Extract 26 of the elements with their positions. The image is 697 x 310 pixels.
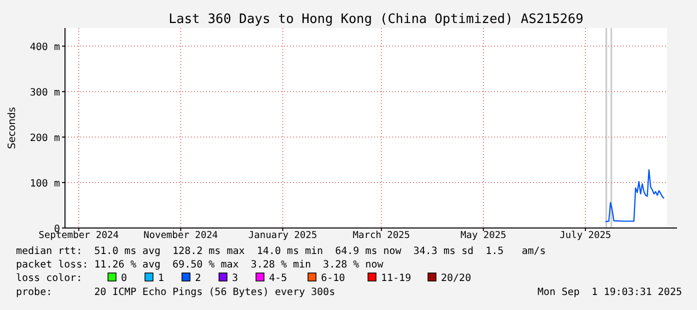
y-tick-label: 400 m — [30, 42, 60, 54]
line-series — [604, 169, 665, 222]
legend-title: loss color: — [16, 273, 82, 284]
legend-label: 3 — [232, 273, 238, 284]
legend-label: 6-10 — [321, 273, 346, 284]
x-tick-label: January 2025 — [248, 230, 318, 241]
x-tick-label: March 2025 — [352, 230, 410, 241]
chart-title: Last 360 Days to Hong Kong (China Optimized) AS215269 — [168, 12, 584, 27]
legend-label: 11-19 — [381, 273, 412, 284]
x-tick-label: November 2024 — [144, 230, 218, 241]
legend-label: 20/20 — [441, 273, 472, 284]
y-tick-label: 100 m — [30, 178, 60, 190]
y-axis-title: Seconds — [7, 106, 18, 150]
legend-label: 0 — [121, 273, 128, 284]
text: probe: 20 ICMP Echo Pings (56 Bytes) every 300s — [16, 287, 336, 298]
text: Mon Sep 1 19:03:31 2025 — [538, 287, 682, 298]
legend-label: 2 — [195, 273, 202, 284]
x-tick-label: July 2025 — [560, 230, 612, 241]
x-tick-label: September 2024 — [38, 230, 120, 241]
legend-label: 4-5 — [269, 273, 288, 284]
text: median rtt: 51.0 ms avg 128.2 ms max 14.0 ms min 64.9 ms now 34.3 ms sd 1.5 am/s — [16, 246, 546, 257]
y-tick-label: 200 m — [30, 133, 60, 144]
legend-label: 1 — [158, 273, 164, 284]
x-tick-label: May 2025 — [460, 230, 506, 241]
text: packet loss: 11.26 % avg 69.50 % max 3.28 % min 3.28 % now — [16, 260, 384, 270]
y-tick-label: 300 m — [30, 88, 60, 99]
